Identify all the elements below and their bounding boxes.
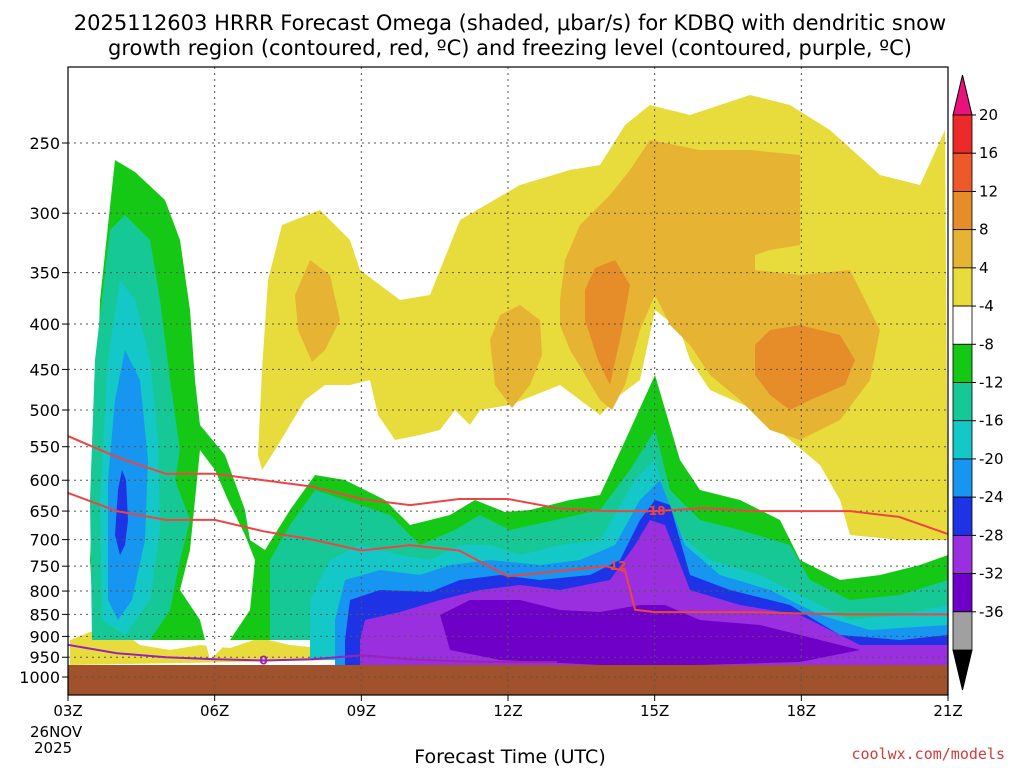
- colorbar-segment: [952, 382, 973, 422]
- x-tick-label: 15Z: [640, 702, 669, 720]
- y-tick-label: 450: [29, 360, 60, 379]
- colorbar-label: -16: [979, 412, 1004, 430]
- x-axis: 03Z 06Z 09Z 12Z 15Z 18Z 21Z: [53, 695, 963, 720]
- credit-text: coolwx.com/models: [851, 745, 1005, 763]
- contour-line: [68, 643, 557, 664]
- x-tick-label: 06Z: [200, 702, 229, 720]
- contour-label: -12: [605, 559, 627, 573]
- plot-area: -18 -12 0: [68, 67, 948, 695]
- colorbar-label: -20: [979, 450, 1004, 468]
- omega-fill-lightblue: [108, 350, 148, 620]
- chart-title-line1: 2025112603 HRRR Forecast Omega (shaded, …: [74, 11, 946, 35]
- colorbar-label: -36: [979, 603, 1004, 621]
- colorbar-segment: [952, 343, 973, 383]
- y-tick-label: 500: [29, 401, 60, 420]
- colorbar-segment: [952, 267, 973, 307]
- colorbar-segment: [952, 191, 973, 231]
- colorbar-segment: [952, 152, 973, 192]
- y-tick-label: 350: [29, 264, 60, 283]
- x-tick-label: 03Z: [53, 702, 82, 720]
- colorbar-label: 4: [979, 259, 989, 277]
- colorbar-label: -12: [979, 374, 1004, 392]
- colorbar-label: 20: [979, 106, 998, 124]
- y-tick-label: 650: [29, 502, 60, 521]
- x-tick-label: 12Z: [493, 702, 522, 720]
- contour-label: 0: [259, 653, 267, 667]
- colorbar-segment: [952, 305, 973, 345]
- y-tick-label: 750: [29, 557, 60, 576]
- y-tick-label: 600: [29, 471, 60, 490]
- y-axis: 250 300 350 400 450 500 550 600 650 700 750 800 850 9…: [19, 134, 68, 687]
- omega-fill-green: [70, 160, 948, 640]
- colorbar-label: 8: [979, 221, 989, 239]
- x-tick-label: 09Z: [347, 702, 376, 720]
- colorbar-segment: [952, 114, 973, 154]
- x-tick-label: 21Z: [933, 702, 962, 720]
- colorbar-label: 12: [979, 182, 998, 200]
- omega-fill-yellow-lower: [70, 630, 340, 665]
- colorbar-segment: [952, 458, 973, 498]
- y-tick-label: 1000: [19, 668, 60, 687]
- y-tick-label: 300: [29, 204, 60, 223]
- colorbar-segment: [952, 611, 973, 651]
- colorbar-label: -24: [979, 488, 1004, 506]
- colorbar-label: -4: [979, 297, 994, 315]
- x-axis-label: Forecast Time (UTC): [414, 746, 605, 768]
- colorbar-label: 16: [979, 144, 998, 162]
- colorbar-label: -8: [979, 335, 994, 353]
- y-tick-label: 700: [29, 531, 60, 550]
- x-date-line1: 26NOV: [30, 723, 83, 741]
- y-tick-label: 400: [29, 315, 60, 334]
- contour-lines: -18 -12 0: [68, 435, 948, 667]
- y-tick-label: 950: [29, 648, 60, 667]
- colorbar-bottom-arrow: [952, 649, 973, 691]
- colorbar-segment: [952, 229, 973, 269]
- y-tick-label: 250: [29, 134, 60, 153]
- contour-label: -18: [644, 504, 666, 518]
- omega-fill-orange-light-2: [490, 305, 542, 408]
- colorbar-segment: [952, 496, 973, 536]
- y-tick-label: 800: [29, 582, 60, 601]
- contour-line: [68, 491, 948, 616]
- y-tick-label: 550: [29, 438, 60, 457]
- omega-fill-violet: [440, 600, 860, 665]
- colorbar-top-arrow: [952, 74, 973, 116]
- colorbar-label: -32: [979, 565, 1004, 583]
- y-tick-label: 900: [29, 627, 60, 646]
- omega-fill-orange-light-3: [295, 260, 340, 362]
- colorbar-segment: [952, 534, 973, 574]
- y-tick-label: 850: [29, 605, 60, 624]
- omega-fill-orange-dark-2: [755, 325, 855, 410]
- colorbar: 20 16 12 8 4 -4 -8 -12 -16 -20 -24 -28 -32 -36: [952, 74, 1004, 691]
- x-date-line2: 2025: [34, 739, 72, 757]
- omega-gap-left: [180, 450, 255, 660]
- colorbar-segment: [952, 573, 973, 613]
- x-tick-label: 18Z: [787, 702, 816, 720]
- colorbar-segment: [952, 420, 973, 460]
- chart-title-line2: growth region (contoured, red, ºC) and f…: [108, 36, 912, 60]
- contour-line: [68, 435, 948, 536]
- colorbar-label: -28: [979, 526, 1004, 544]
- omega-fill-orange-dark: [585, 260, 630, 385]
